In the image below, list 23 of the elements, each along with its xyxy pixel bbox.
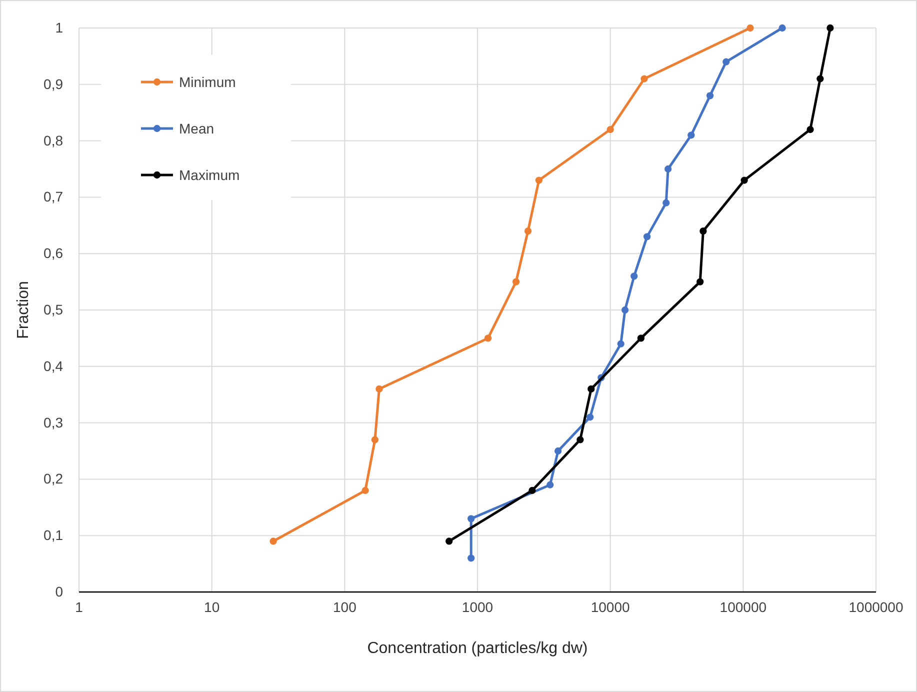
legend-label: Mean: [179, 120, 214, 136]
x-tick-label: 100000: [720, 598, 767, 615]
y-tick-label: 0,6: [44, 245, 64, 262]
y-tick-label: 0,7: [44, 188, 64, 205]
x-tick-label: 1000000: [848, 598, 904, 615]
x-tick-label: 100: [332, 598, 357, 615]
y-tick-label: 0,1: [44, 527, 64, 544]
y-tick-label: 0,9: [44, 76, 64, 92]
x-tick-label: 1: [75, 598, 84, 615]
y-tick-label: 0: [55, 583, 64, 600]
y-tick-label: 0,8: [44, 132, 64, 148]
x-tick-label: 10: [204, 598, 220, 615]
y-tick-label: 0,4: [44, 358, 64, 374]
y-tick-label: 1: [55, 19, 64, 36]
y-tick-label: 0,5: [44, 301, 64, 318]
legend-label: Minimum: [179, 74, 236, 90]
x-axis-title: Concentration (particles/kg dw): [367, 640, 588, 657]
y-tick-label: 0,3: [44, 414, 64, 430]
y-axis-title: Fraction: [15, 281, 32, 339]
legend-label: Maximum: [179, 167, 240, 183]
x-tick-label: 1000: [462, 598, 494, 615]
y-tick-label: 0,2: [44, 470, 64, 487]
x-tick-label: 10000: [590, 598, 630, 615]
